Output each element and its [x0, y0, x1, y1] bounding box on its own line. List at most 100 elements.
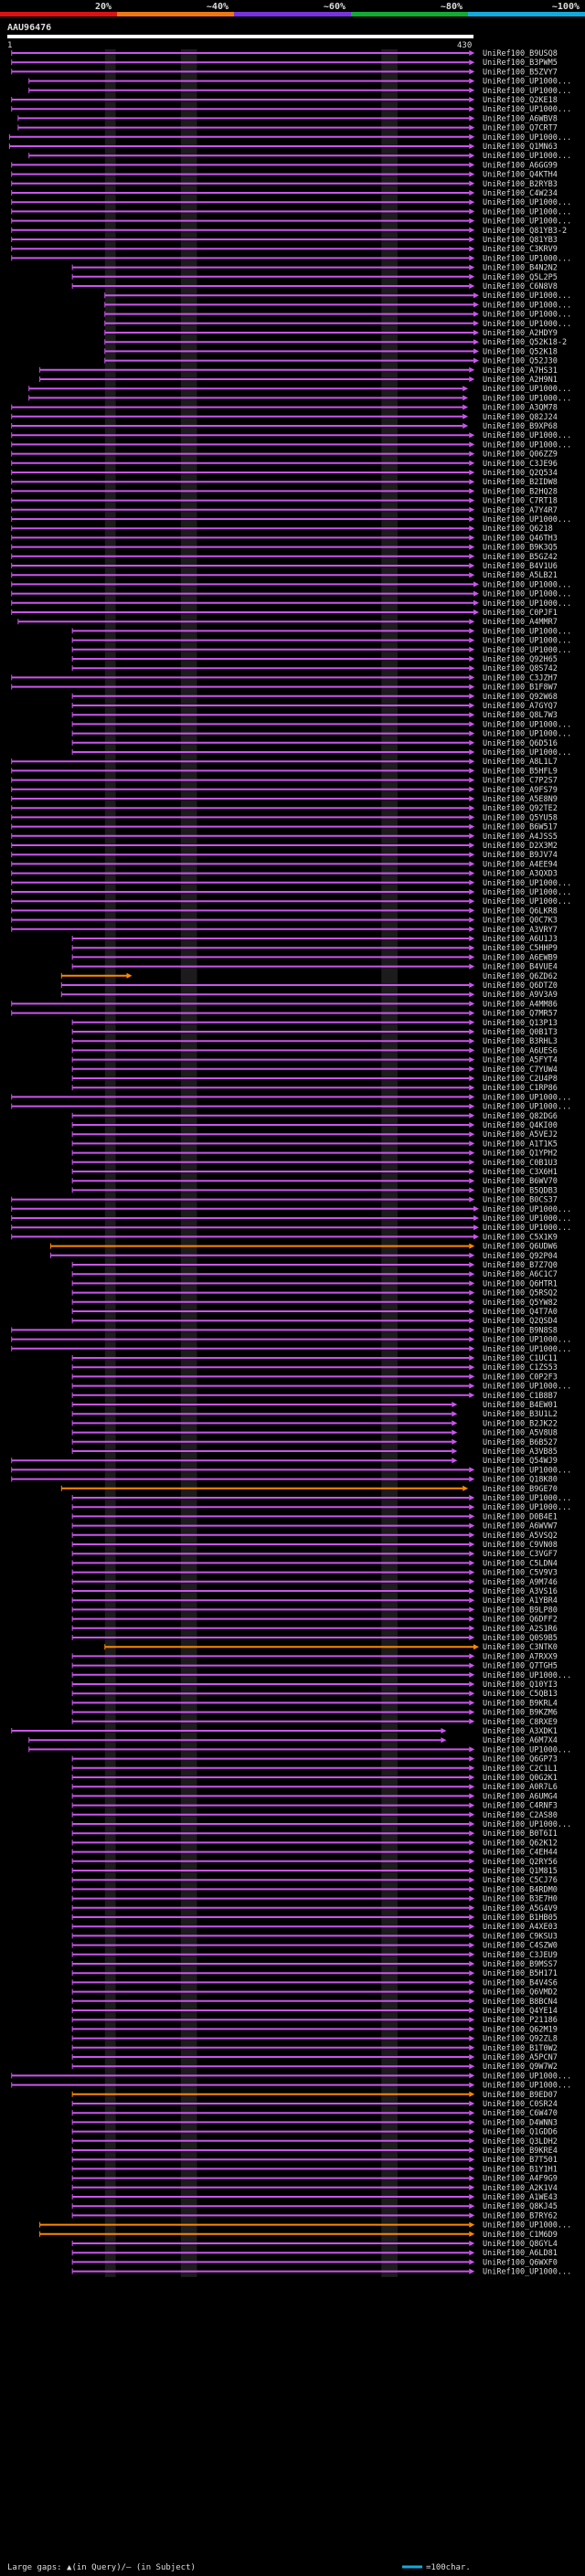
deletion-band: [104, 49, 116, 2277]
hit-arrow: [469, 1597, 475, 1604]
hit-arrow: [469, 2072, 475, 2079]
hit-arrow: [469, 1924, 475, 1930]
hit-label: UniRef100_UP1000...: [483, 1093, 571, 1102]
hit-arrow: [469, 199, 475, 206]
hit-arrow: [469, 1122, 475, 1128]
hit-arrow: [469, 1765, 475, 1771]
hit-arrow: [469, 264, 475, 270]
hit-arrow: [469, 1392, 475, 1398]
hit-label: UniRef100_A2H9N1: [483, 376, 558, 385]
hit-label: UniRef100_C1ZS53: [483, 1363, 558, 1373]
hit-arrow: [469, 1513, 475, 1520]
hit-arrow: [469, 1951, 475, 1957]
hit-label: UniRef100_B9LP80: [483, 1606, 558, 1615]
hit-arrow: [473, 330, 479, 335]
hit-arrow: [469, 553, 475, 559]
hit-label: UniRef100_A1YBR4: [483, 1596, 558, 1606]
hit-label: UniRef100_Q7TGH5: [483, 1662, 558, 1671]
hit-label: UniRef100_B2RYB3: [483, 180, 558, 189]
hit-label: UniRef100_UP1000...: [483, 720, 571, 729]
hit-arrow: [469, 133, 475, 140]
hit-label: UniRef100_UP1000...: [483, 217, 571, 227]
hit-arrow: [469, 1327, 475, 1333]
hit-label: UniRef100_C0SR24: [483, 2100, 558, 2109]
hit-arrow: [469, 1056, 475, 1063]
query-start: 1: [7, 41, 12, 50]
hit-label: UniRef100_B4V4S6: [483, 1978, 558, 1988]
hit-arrow: [469, 1065, 475, 1072]
hit-arrow: [469, 460, 475, 466]
hit-arrow: [469, 1383, 475, 1389]
hit-label: UniRef100_B4RDM0: [483, 1885, 558, 1894]
hit-label: UniRef100_C3X6H1: [483, 1168, 558, 1177]
hit-label: UniRef100_UP1000...: [483, 1820, 571, 1829]
hit-label: UniRef100_UP1000...: [483, 87, 571, 96]
hit-label: UniRef100_Q81YB3: [483, 236, 558, 245]
hit-arrow: [469, 1560, 475, 1566]
hit-label: UniRef100_Q4T7A0: [483, 1308, 558, 1317]
hit-arrow: [469, 879, 475, 885]
hit-arrow: [469, 852, 475, 858]
hit-arrow: [469, 488, 475, 494]
hit-label: UniRef100_A5E8N9: [483, 795, 558, 804]
hit-label: UniRef100_C5CJ76: [483, 1876, 558, 1885]
scale-label: ~60%: [324, 2, 346, 12]
hit-arrow: [469, 1038, 475, 1044]
hit-arrow: [469, 693, 475, 699]
hit-label: UniRef100_D0B4E1: [483, 1512, 558, 1521]
hit-arrow: [469, 2194, 475, 2200]
hit-label: UniRef100_B9USQ8: [483, 49, 558, 58]
hit-arrow: [469, 171, 475, 177]
hit-label: UniRef100_Q6LKR8: [483, 906, 558, 916]
hit-arrow: [469, 97, 475, 102]
hit-label: UniRef100_B5GZ42: [483, 553, 558, 562]
query-bar: [7, 35, 473, 38]
hit-label: UniRef100_Q92TE2: [483, 804, 558, 813]
hit-label: UniRef100_Q52K18: [483, 347, 558, 356]
hit-label: UniRef100_C3JE96: [483, 460, 558, 469]
hit-label: UniRef100_Q8KJ45: [483, 2202, 558, 2211]
hit-label: UniRef100_Q8L7W3: [483, 711, 558, 720]
hit-label: UniRef100_UP1000...: [483, 1214, 571, 1224]
hit-label: UniRef100_Q6UDW6: [483, 1243, 558, 1252]
hit-label: UniRef100_A4F9G9: [483, 2175, 558, 2184]
hit-label: UniRef100_B3RHL3: [483, 1037, 558, 1046]
hit-arrow: [469, 730, 475, 737]
hit-label: UniRef100_A5PCN7: [483, 2053, 558, 2062]
hit-arrow: [469, 2203, 475, 2210]
hit-arrow: [469, 1271, 475, 1277]
hit-label: UniRef100_Q2QSD4: [483, 1317, 558, 1326]
hit-arrow: [469, 1001, 475, 1007]
hit-arrow: [469, 637, 475, 643]
deletion-band: [381, 49, 398, 2277]
hit-arrow: [463, 395, 469, 401]
hit-arrow: [469, 2017, 475, 2023]
hit-arrow: [469, 684, 475, 690]
hit-arrow: [469, 1373, 475, 1380]
hit-arrow: [469, 712, 475, 718]
hit-label: UniRef100_C7YUW4: [483, 1065, 558, 1075]
hit-label: UniRef100_A6UMG4: [483, 1792, 558, 1801]
hit-label: UniRef100_Q6HTR1: [483, 1279, 558, 1288]
hit-label: UniRef100_B9KRL4: [483, 1699, 558, 1708]
hit-arrow: [469, 1103, 475, 1109]
hit-label: UniRef100_Q52K18-2: [483, 338, 567, 347]
hit-arrow: [469, 2259, 475, 2265]
hit-arrow: [469, 1150, 475, 1156]
hit-arrow: [469, 889, 475, 895]
hit-label: UniRef100_Q1M815: [483, 1867, 558, 1876]
hit-arrow: [469, 1858, 475, 1864]
hit-arrow: [469, 1187, 475, 1193]
hit-arrow: [469, 628, 475, 634]
hit-arrow: [469, 2221, 475, 2228]
hit-label: UniRef100_A7Y4R7: [483, 506, 558, 515]
hit-arrow: [469, 78, 475, 84]
hit-label: UniRef100_C8RXE9: [483, 1718, 558, 1727]
hit-arrow: [469, 2157, 475, 2163]
hit-label: UniRef100_Q7CRT7: [483, 124, 558, 133]
hit-label: UniRef100_B5HFL9: [483, 767, 558, 776]
hit-arrow: [473, 302, 479, 308]
hit-arrow: [469, 1532, 475, 1538]
hit-arrow: [469, 1131, 475, 1138]
